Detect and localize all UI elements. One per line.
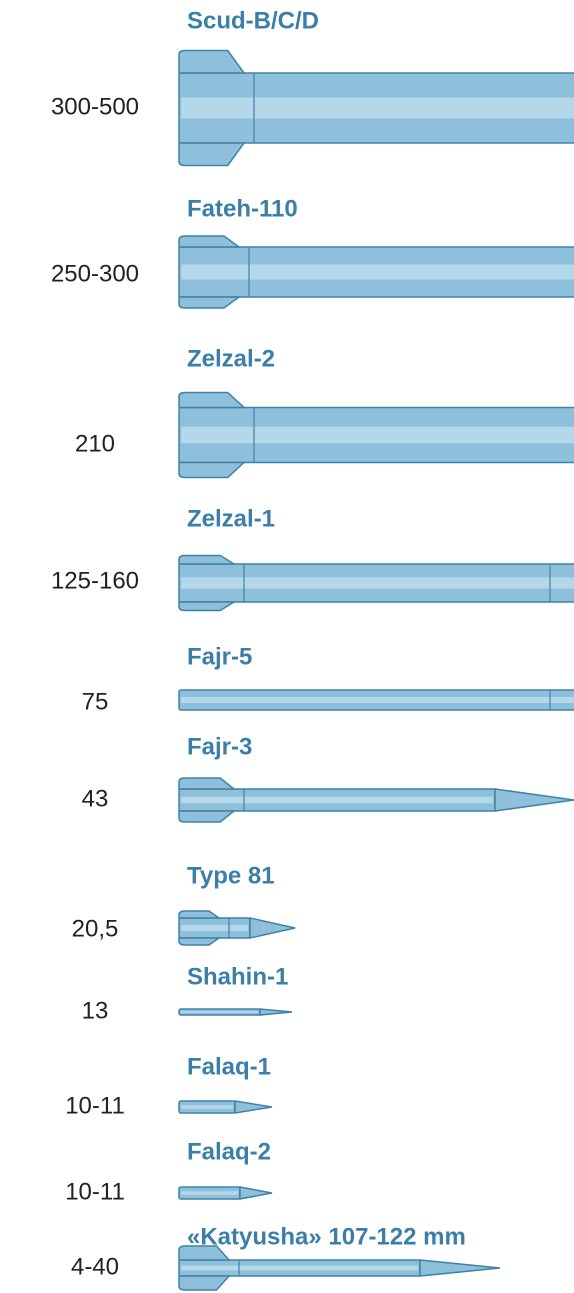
missile-fin xyxy=(178,296,242,309)
missile-highlight xyxy=(181,264,574,280)
range-label: 13 xyxy=(82,997,109,1024)
missile-highlight xyxy=(181,697,574,703)
missile-name: Type 81 xyxy=(187,862,275,889)
missile-fin xyxy=(178,142,246,167)
missile-fin xyxy=(178,235,242,248)
missile-name: «Katyusha» 107-122 mm xyxy=(187,1223,466,1250)
missile-fin xyxy=(178,461,246,479)
missile-name: Fateh-110 xyxy=(187,195,298,222)
missile-fin xyxy=(178,1275,231,1291)
missile-name: Fajr-5 xyxy=(187,643,252,670)
range-label: 125-160 xyxy=(51,567,139,594)
missile-nose xyxy=(259,1008,293,1016)
missile-fin xyxy=(178,810,237,823)
missile-highlight xyxy=(181,1011,258,1013)
missile-name: Falaq-2 xyxy=(187,1138,271,1165)
range-label: 210 xyxy=(75,430,115,457)
missile-highlight xyxy=(181,925,248,931)
missile-fin xyxy=(178,937,222,946)
range-label: 10-11 xyxy=(65,1178,125,1205)
missile-highlight xyxy=(181,1105,233,1109)
missile-name: Scud-B/C/D xyxy=(187,7,319,34)
missile-name: Falaq-1 xyxy=(187,1053,271,1080)
missile-name: Fajr-3 xyxy=(187,733,252,760)
missile-fin xyxy=(178,601,237,612)
missile-fin xyxy=(178,777,237,790)
missile-fin xyxy=(178,910,222,919)
range-label: 4-40 xyxy=(71,1253,119,1280)
missile-name: Zelzal-1 xyxy=(187,505,275,532)
missile-name: Shahin-1 xyxy=(187,963,288,990)
missile-nose xyxy=(239,1186,273,1200)
missile-name: Zelzal-2 xyxy=(187,345,275,372)
missile-fin xyxy=(178,554,237,565)
missile-highlight xyxy=(181,577,574,589)
missile-highlight xyxy=(181,1265,418,1271)
range-label: 250-300 xyxy=(51,260,139,287)
missile-nose xyxy=(419,1259,501,1277)
range-label: 43 xyxy=(82,785,109,812)
missile-fin xyxy=(178,1245,231,1261)
missile-nose xyxy=(249,917,296,939)
missile-highlight xyxy=(181,426,574,444)
range-label: 20,5 xyxy=(72,915,119,942)
missile-highlight xyxy=(181,97,574,119)
range-label: 300-500 xyxy=(51,93,139,120)
range-label: 10-11 xyxy=(65,1092,125,1119)
missile-nose xyxy=(494,788,574,812)
missile-highlight xyxy=(181,1191,238,1195)
missile-fin xyxy=(178,391,246,409)
missile-nose xyxy=(234,1100,273,1114)
range-label: 75 xyxy=(82,688,109,715)
missile-fin xyxy=(178,49,246,74)
missile-highlight xyxy=(181,796,493,804)
